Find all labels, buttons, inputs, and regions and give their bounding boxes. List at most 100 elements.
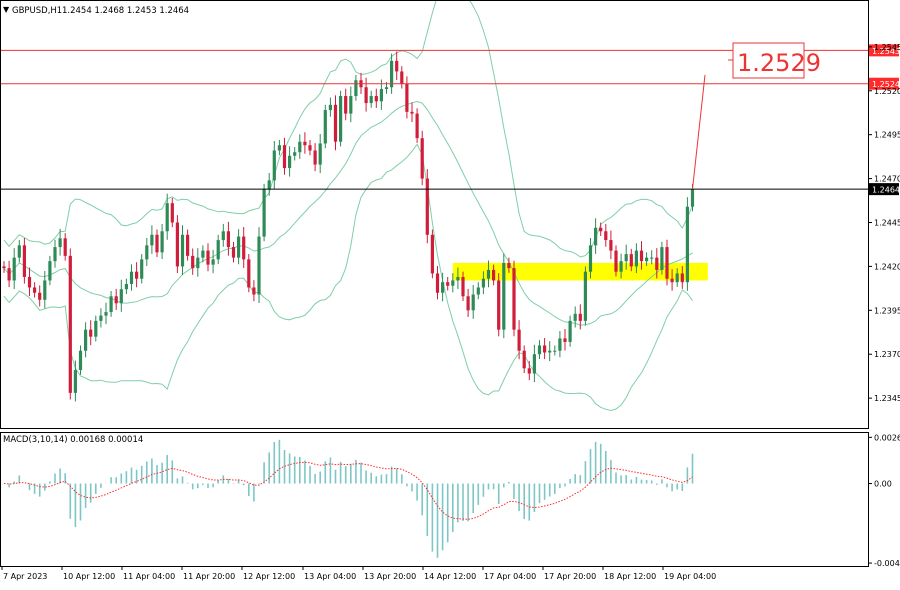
candle-body <box>33 287 36 292</box>
candle <box>467 289 470 317</box>
candle <box>110 291 113 317</box>
candle <box>354 75 357 101</box>
candle-body <box>487 270 490 279</box>
candle-body <box>257 237 260 295</box>
candle-body <box>140 259 143 278</box>
candle-body <box>212 259 215 264</box>
candle <box>569 316 572 347</box>
candle-body <box>538 345 541 354</box>
candle-body <box>467 296 470 310</box>
candle-body <box>135 272 138 279</box>
candle-body <box>380 89 383 101</box>
candle-body <box>426 179 429 235</box>
candle-body <box>533 354 536 373</box>
candle <box>155 230 158 258</box>
candle <box>584 266 587 325</box>
candle <box>28 267 31 296</box>
candle-body <box>492 270 495 281</box>
candle-body <box>472 295 475 311</box>
candle <box>288 146 291 176</box>
candle-body <box>349 96 352 114</box>
candle-body <box>23 245 26 277</box>
candle-body <box>528 368 531 373</box>
candle-body <box>370 96 373 103</box>
candle-body <box>53 247 56 261</box>
candle-body <box>543 345 546 352</box>
band-upper <box>4 0 693 257</box>
candle <box>579 304 582 329</box>
candle-body <box>89 330 92 337</box>
candle <box>308 140 311 155</box>
y-tick-label: 1.2520 <box>874 87 900 96</box>
candle <box>558 331 561 357</box>
header-dropdown-icon[interactable]: ▼ <box>3 5 10 14</box>
candle <box>298 134 301 159</box>
candle <box>283 138 286 175</box>
candle-body <box>110 296 113 312</box>
candle-body <box>334 105 337 142</box>
candle-body <box>594 228 597 246</box>
candle-body <box>176 223 179 267</box>
candle <box>161 224 164 259</box>
candle <box>375 89 378 108</box>
candle-body <box>13 258 16 281</box>
candle <box>74 361 77 402</box>
macd-plot[interactable] <box>4 440 693 558</box>
candle-body <box>104 312 107 316</box>
symbol-label: GBPUSD,H1 <box>12 6 62 16</box>
candle <box>84 322 87 357</box>
candle <box>512 261 515 336</box>
candle-body <box>84 330 87 351</box>
candle-body <box>456 277 459 281</box>
candle-body <box>563 338 566 342</box>
candle-body <box>589 245 592 271</box>
candle-body <box>283 145 286 168</box>
candle-body <box>64 238 67 256</box>
candle <box>477 282 480 299</box>
macd-label: MACD(3,10,14) 0.00168 0.00014 <box>3 435 143 445</box>
y-tick-label: 1.2420 <box>874 262 900 271</box>
candle <box>416 108 419 143</box>
candle-body <box>28 277 31 288</box>
candle <box>186 230 189 261</box>
candle <box>242 227 245 268</box>
candle-body <box>691 189 694 207</box>
candle-body <box>314 150 317 164</box>
candle-body <box>161 231 164 252</box>
y-tick-label: 1.2370 <box>874 350 900 359</box>
candle <box>115 289 118 310</box>
candle <box>599 223 602 237</box>
candle-body <box>635 251 638 267</box>
candle-body <box>574 314 577 321</box>
candle <box>2 261 5 273</box>
support-zone <box>453 263 708 281</box>
candle <box>171 198 174 227</box>
candle-body <box>339 96 342 142</box>
candle <box>191 248 194 274</box>
candle <box>349 87 352 123</box>
candle-body <box>431 235 434 274</box>
candle <box>405 76 408 118</box>
candle <box>120 280 123 312</box>
candle-body <box>676 273 679 282</box>
candle <box>538 340 541 359</box>
candle <box>334 95 337 150</box>
candle-body <box>155 235 158 253</box>
candle-body <box>308 145 311 150</box>
candle-body <box>115 296 118 303</box>
candle-body <box>2 266 5 268</box>
price-plot[interactable]: 1.2529 <box>0 0 868 411</box>
y-tick-label: 1.2545 <box>874 43 900 52</box>
candle-body <box>18 245 21 257</box>
projection-line <box>693 75 706 189</box>
candle <box>553 345 556 355</box>
candle-body <box>252 287 255 294</box>
candle <box>135 262 138 287</box>
candle-body <box>395 61 398 72</box>
candle <box>339 91 342 147</box>
candle-body <box>145 245 148 259</box>
candle <box>125 279 128 294</box>
candle-body <box>74 370 77 393</box>
candle <box>263 184 266 241</box>
candle <box>217 235 220 264</box>
